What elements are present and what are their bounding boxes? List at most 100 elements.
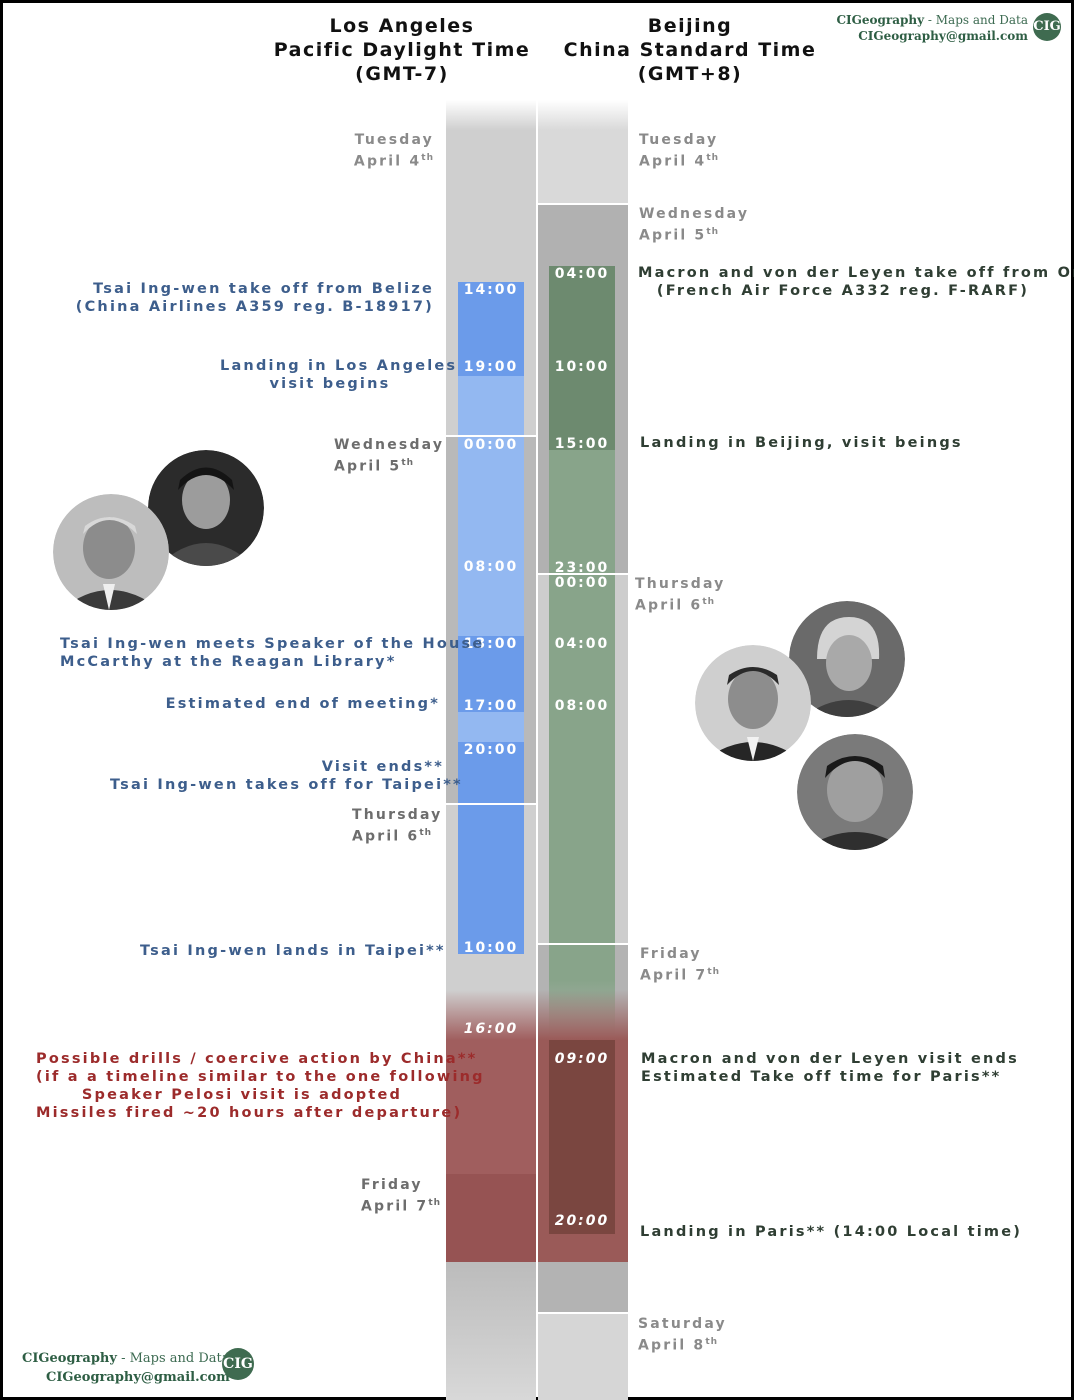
china-event-line3: Speaker Pelosi visit is adopted (81, 1087, 403, 1103)
la-day-apr6-date: April 6 (352, 828, 420, 845)
bj-tick-apr7 (538, 943, 638, 945)
la-event-takeoff-belize: Tsai Ing-wen take off from Belize (China… (60, 280, 434, 316)
la-day-apr4-sup: th (421, 153, 434, 163)
bj-event-takeoff-line1: Macron and von der Leyen take off from O… (638, 265, 1074, 281)
brand-top-email: CIGeography@gmail.com (858, 29, 1028, 43)
la-event-landing-line1: Landing in Los Angeles (220, 358, 458, 374)
la-day-apr7-weekday: Friday (361, 1177, 423, 1193)
la-event-end-meeting-line1: Estimated end of meeting* (165, 696, 440, 712)
la-day-apr7: Friday April 7th (361, 1176, 471, 1216)
bj-event-landing-line1: Landing in Beijing, visit beings (640, 435, 963, 451)
la-time-0000: 00:00 (463, 437, 519, 453)
la-red-band-2 (446, 1174, 536, 1262)
bj-zone: China Standard Time (563, 39, 817, 61)
brand-top: CIGeography - Maps and Data CIGeography@… (836, 12, 1028, 44)
la-event-takeoff-line2: (China Airlines A359 reg. B-18917) (75, 299, 434, 315)
bj-header: Beijing China Standard Time (GMT+8) (560, 14, 820, 86)
brand-top-sep: - (924, 13, 936, 27)
bj-city: Beijing (647, 15, 733, 37)
la-event-takeoff-line1: Tsai Ing-wen take off from Belize (93, 281, 434, 297)
cig-logo-top: CIG (1033, 13, 1061, 41)
la-time-2000: 20:00 (463, 742, 519, 758)
la-bar-flight-in (458, 282, 524, 376)
la-day-apr4-weekday: Tuesday (354, 132, 434, 148)
la-city: Los Angeles (329, 15, 475, 37)
bj-day-apr8-sup: th (705, 1337, 719, 1347)
mccarthy-photo (53, 494, 169, 610)
la-bar-visit-2 (458, 712, 524, 742)
la-tick-apr5 (432, 435, 536, 437)
bj-bar-flight-in (549, 266, 615, 450)
bj-day-apr4-weekday: Tuesday (639, 132, 719, 148)
bj-day-apr4: Tuesday April 4th (639, 131, 779, 171)
la-day-apr4-date: April 4 (353, 153, 422, 170)
bj-day-apr4-sup: th (706, 153, 720, 163)
la-event-meeting-line2: McCarthy at the Reagan Library* (60, 654, 397, 670)
bj-day-apr6-sup: th (702, 597, 716, 607)
la-red-band-1 (446, 1040, 536, 1174)
bj-day-apr5-sup: th (706, 227, 720, 237)
brand-bottom-sep: - (116, 1351, 130, 1366)
bj-event-landing-beijing: Landing in Beijing, visit beings (640, 434, 963, 452)
la-bar-visit-1 (458, 376, 524, 636)
bj-day-apr5-weekday: Wednesday (639, 206, 750, 222)
bj-day-apr7-weekday: Friday (640, 946, 702, 962)
bj-day-apr4-date: April 4 (639, 153, 707, 170)
bj-tick-apr6 (538, 573, 638, 575)
la-time-1000: 10:00 (463, 940, 519, 956)
la-event-visit-ends: Visit ends** Tsai Ing-wen takes off for … (110, 758, 463, 794)
la-event-lands-taipei: Tsai Ing-wen lands in Taipei** (140, 942, 444, 960)
bj-event-takeoff-line2: (French Air Force A332 reg. F-RARF) (656, 283, 1030, 299)
xi-photo (797, 734, 913, 850)
bj-day-apr5: Wednesday April 5th (639, 205, 779, 245)
la-day-apr5-date: April 5 (334, 458, 402, 475)
bj-day-apr8: Saturday April 8th (638, 1315, 778, 1355)
brand-top-name: CIGeography (836, 13, 925, 27)
la-event-meeting: Tsai Ing-wen meets Speaker of the House … (60, 635, 482, 671)
la-time-1600: 16:00 (463, 1021, 519, 1037)
macron-photo (695, 645, 811, 761)
bj-band-apr8 (538, 1314, 628, 1400)
bj-day-apr7: Friday April 7th (640, 945, 780, 985)
la-event-visit-ends-line2: Tsai Ing-wen takes off for Taipei** (110, 777, 463, 793)
brand-top-tagline: Maps and Data (935, 13, 1028, 27)
china-event-line4: Missiles fired ~20 hours after departure… (36, 1105, 463, 1121)
bj-day-apr6-date: April 6 (635, 597, 703, 614)
bj-day-apr5-date: April 5 (639, 227, 707, 244)
la-time-1300: 13:00 (463, 636, 519, 652)
la-day-apr5-sup: th (401, 458, 415, 468)
bj-tick-apr5 (538, 203, 638, 205)
la-event-landing-la: Landing in Los Angeles visit begins (220, 357, 458, 393)
bj-event-visit-ends: Macron and von der Leyen visit ends Esti… (641, 1050, 1019, 1086)
la-day-apr5: Wednesday April 5th (334, 436, 464, 476)
la-day-apr6-weekday: Thursday (352, 807, 443, 823)
la-event-visit-ends-line1: Visit ends** (321, 759, 444, 775)
bj-event-visit-ends-line1: Macron and von der Leyen visit ends (641, 1051, 1019, 1067)
la-event-landing-line2: visit begins (269, 376, 391, 392)
cig-logo-bottom: CIG (222, 1348, 254, 1380)
bj-day-apr7-sup: th (707, 967, 721, 977)
la-time-1700: 17:00 (463, 698, 519, 714)
bj-time-0400: 04:00 (554, 266, 610, 282)
la-time-1400: 14:00 (463, 282, 519, 298)
bj-time-0900: 09:00 (554, 1051, 610, 1067)
china-event-line1: Possible drills / coercive action by Chi… (36, 1051, 478, 1067)
brand-bottom-tagline: Maps and Data (129, 1351, 230, 1366)
tsai-photo (148, 450, 264, 566)
bj-event-landing-paris-line1: Landing in Paris** (14:00 Local time) (640, 1224, 1023, 1240)
bj-bar-visit (549, 450, 615, 980)
la-time-0800: 08:00 (463, 559, 519, 575)
bj-time-0400b: 04:00 (554, 636, 610, 652)
bj-time-1000: 10:00 (554, 359, 610, 375)
china-event-line2: (if a a timeline similar to the one foll… (36, 1069, 485, 1085)
bj-time-2000: 20:00 (554, 1213, 610, 1229)
bj-time-0800: 08:00 (554, 698, 610, 714)
bj-col-fade-top (538, 100, 628, 130)
bj-day-apr8-weekday: Saturday (638, 1316, 727, 1332)
la-red-fade (446, 990, 536, 1040)
bj-day-apr6: Thursday April 6th (635, 575, 775, 615)
la-time-1900: 19:00 (463, 359, 519, 375)
la-day-apr6: Thursday April 6th (352, 806, 472, 846)
